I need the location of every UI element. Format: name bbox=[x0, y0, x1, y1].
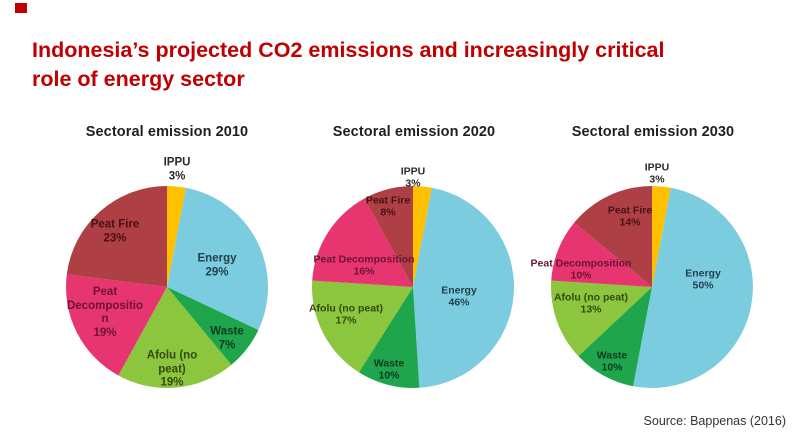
pie-slice-waste bbox=[578, 287, 652, 387]
chart-title-year: 2030 bbox=[701, 124, 735, 140]
pie-slice-energy bbox=[413, 187, 514, 388]
pie-slice-afolu-no-peat bbox=[551, 280, 652, 357]
pie-slice-peat-fire bbox=[66, 186, 167, 287]
pie-chart-2010: Sectoral emission 2010 IPPU 3% Energy 29% W… bbox=[41, 122, 293, 412]
pie-slice-energy bbox=[633, 187, 753, 388]
pie-slice-peat-decomposition bbox=[312, 198, 413, 287]
pie-slice-ippu bbox=[652, 186, 671, 287]
chart-title-2020: Sectoral emission 2020 bbox=[288, 124, 540, 140]
pie-slice-energy bbox=[167, 187, 268, 331]
slide-title: Indonesia’s projected CO2 emissions and … bbox=[32, 38, 665, 91]
pie-slice-ippu bbox=[413, 186, 432, 287]
pie-slice-waste bbox=[358, 287, 420, 388]
pie-slice-peat-fire bbox=[574, 186, 652, 287]
pie-slice-peat-decomposition bbox=[66, 274, 167, 376]
chart-title-2010: Sectoral emission 2010 bbox=[41, 124, 293, 140]
pie-slice-peat-decomposition bbox=[551, 222, 652, 287]
pie-svg bbox=[66, 186, 268, 388]
pie-slice-afolu-no-peat bbox=[118, 287, 232, 388]
pie-chart-2020: Sectoral emission 2020 IPPU 3% Energy 46% W… bbox=[288, 122, 540, 412]
chart-title-prefix: Sectoral emission bbox=[571, 124, 698, 140]
chart-title-prefix: Sectoral emission bbox=[85, 124, 212, 140]
chart-title-year: 2010 bbox=[215, 124, 249, 140]
pie-slice-ippu bbox=[167, 186, 186, 287]
pie-svg bbox=[551, 186, 753, 388]
pie-chart-2030: Sectoral emission 2030 IPPU 3% Energy 50% W… bbox=[527, 122, 779, 412]
pie-slice-peat-fire bbox=[364, 186, 413, 287]
pie-slice-afolu-no-peat bbox=[312, 280, 413, 373]
chart-title-year: 2020 bbox=[462, 124, 496, 140]
pie-slice-waste bbox=[167, 287, 259, 365]
chart-title-2030: Sectoral emission 2030 bbox=[527, 124, 779, 140]
pie-svg bbox=[312, 186, 514, 388]
slide-logo-square bbox=[15, 3, 27, 13]
source-note: Source: Bappenas (2016) bbox=[643, 414, 786, 428]
chart-title-prefix: Sectoral emission bbox=[332, 124, 459, 140]
